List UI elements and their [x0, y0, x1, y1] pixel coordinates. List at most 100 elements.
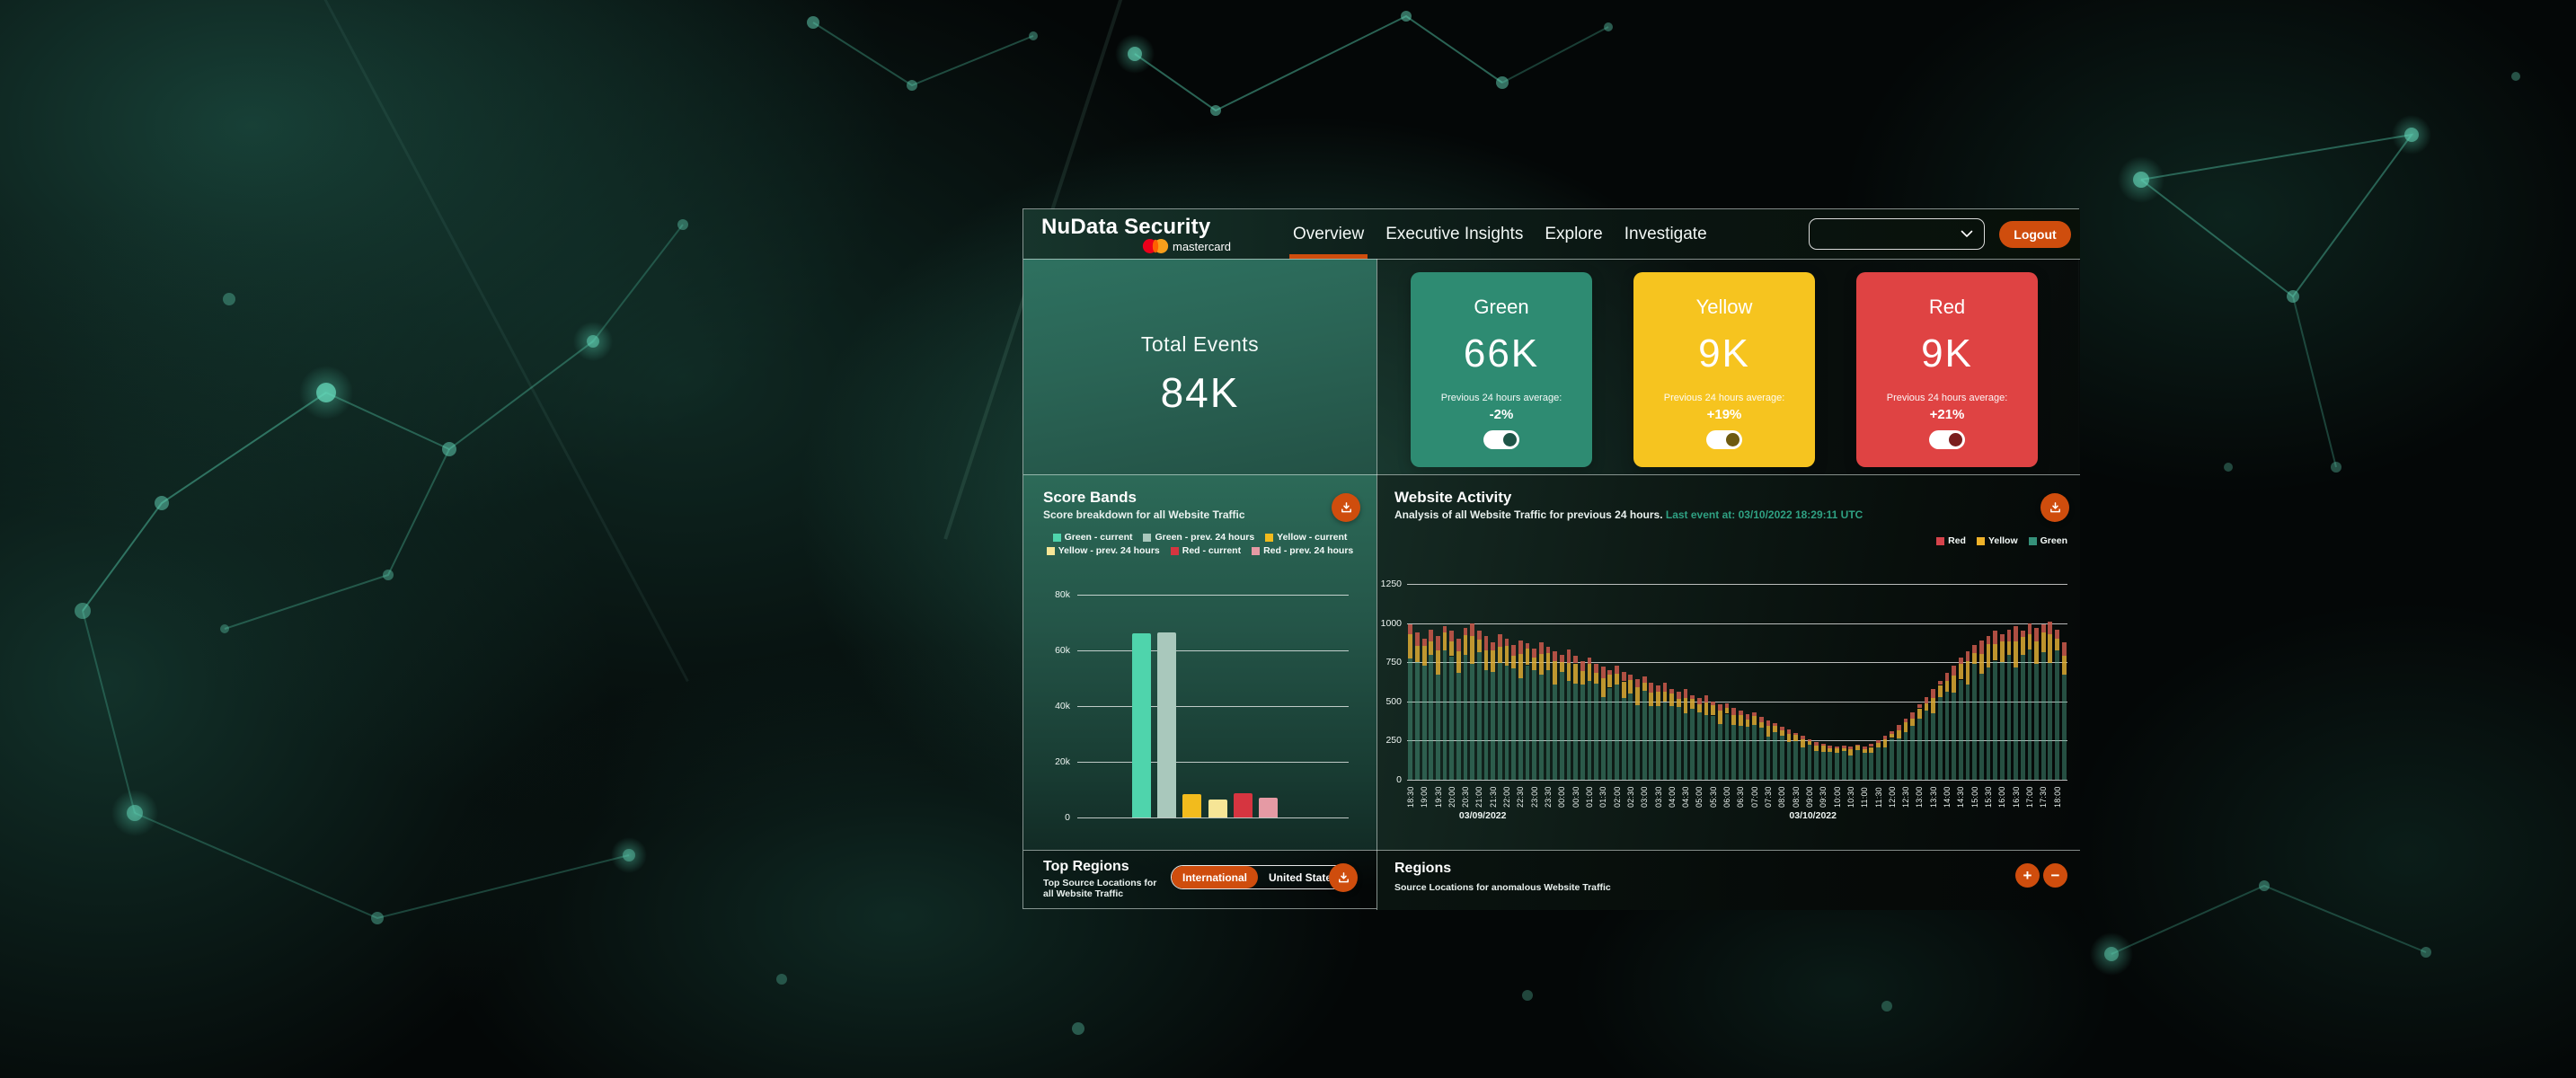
activity-bar-green — [1483, 670, 1489, 780]
card-toggle[interactable] — [1483, 430, 1519, 449]
card-toggle[interactable] — [1929, 430, 1965, 449]
activity-bar-green — [2006, 655, 2012, 780]
activity-bar-red — [1649, 682, 1654, 693]
gridline — [1407, 584, 2067, 585]
activity-bar-red — [1717, 704, 1722, 711]
activity-bar-green — [1958, 679, 1963, 780]
activity-bar-yellow — [1876, 742, 1881, 748]
activity-bar-yellow — [1594, 673, 1598, 684]
plus-icon: + — [2023, 866, 2032, 884]
region-toggle-international[interactable]: International — [1172, 866, 1259, 888]
activity-bar-green — [1773, 732, 1777, 780]
x-tick-label: 09:00 — [1804, 786, 1814, 808]
activity-bar-red — [1848, 746, 1854, 750]
header-dropdown[interactable] — [1809, 218, 1985, 250]
activity-bar-yellow — [1999, 641, 2005, 662]
activity-bar-green — [1944, 691, 1950, 780]
activity-bar-red — [1677, 692, 1681, 700]
activity-bar-yellow — [1477, 640, 1482, 652]
activity-bar-yellow — [1449, 641, 1455, 657]
activity-bar-green — [1553, 685, 1557, 780]
activity-bar-yellow — [1525, 649, 1530, 666]
nav-item-overview[interactable]: Overview — [1288, 209, 1368, 259]
app-title: NuData Security — [1041, 215, 1211, 239]
website-activity-download-button[interactable] — [2040, 493, 2069, 522]
activity-bar-red — [1993, 631, 1997, 645]
mastercard-circles-icon — [1142, 239, 1169, 253]
activity-bar-green — [1442, 650, 1447, 780]
x-tick-label: 04:30 — [1681, 786, 1691, 808]
score-bar-yellow-current — [1182, 794, 1202, 817]
activity-bar-red — [1690, 694, 1695, 699]
activity-bar-red — [1518, 640, 1523, 655]
nav-item-executive-insights[interactable]: Executive Insights — [1385, 224, 1524, 243]
y-tick-label: 1250 — [1380, 579, 1402, 589]
activity-bar-green — [1532, 670, 1537, 780]
activity-bar-green — [1449, 656, 1455, 780]
activity-bar-red — [1573, 656, 1578, 664]
legend-swatch — [1143, 533, 1152, 542]
activity-bar-green — [2055, 650, 2059, 780]
activity-bar-yellow — [1903, 722, 1908, 732]
activity-bar-red — [1538, 641, 1544, 655]
region-toggle-united-states[interactable]: United States — [1269, 870, 1338, 884]
activity-bar-green — [1917, 719, 1922, 780]
activity-bar-green — [2061, 675, 2067, 780]
gridline — [1077, 762, 1349, 763]
activity-bar-yellow — [1758, 721, 1764, 729]
x-tick-label: 08:00 — [1777, 786, 1787, 808]
mastercard-wordmark: mastercard — [1173, 239, 1232, 253]
activity-bar-green — [2034, 664, 2039, 780]
score-bands-panel: Score Bands Score breakdown for all Webs… — [1023, 474, 1377, 850]
card-value: 9K — [1698, 331, 1750, 376]
top-regions-download-button[interactable] — [1329, 863, 1358, 892]
activity-bar-green — [1807, 745, 1812, 780]
activity-bar-red — [1937, 681, 1943, 685]
legend-swatch — [1252, 546, 1261, 555]
card-value: 9K — [1921, 331, 1973, 376]
gridline — [1077, 706, 1349, 707]
activity-bar-green — [1504, 665, 1509, 780]
activity-bar-red — [1497, 633, 1502, 648]
x-tick-label: 14:30 — [1956, 786, 1966, 808]
activity-bar-red — [1477, 631, 1482, 641]
score-bands-title: Score Bands — [1043, 489, 1137, 506]
legend-row: Green - current Green - prev. 24 hours Yel… — [1052, 532, 1347, 543]
activity-bar-yellow — [1607, 674, 1613, 688]
legend-label: Green - current — [1064, 532, 1133, 543]
activity-bar-yellow — [1656, 691, 1660, 707]
logout-button[interactable]: Logout — [1999, 221, 2071, 248]
legend-item-green-prev-24-hours: Green - prev. 24 hours — [1143, 532, 1254, 543]
nav-item-explore[interactable]: Explore — [1545, 224, 1603, 243]
activity-bar-green — [2014, 667, 2018, 780]
last-event-timestamp: Last event at: 03/10/2022 18:29:11 UTC — [1665, 508, 1863, 521]
activity-bar-green — [1669, 706, 1675, 780]
activity-bar-green — [1518, 677, 1523, 780]
activity-bar-yellow — [1820, 746, 1826, 752]
activity-bar-green — [1835, 753, 1839, 780]
x-axis-date-label: 03/09/2022 — [1458, 810, 1507, 821]
activity-bar-green — [1910, 726, 1916, 780]
legend-row: Yellow - prev. 24 hours Red - current Red … — [1046, 545, 1353, 556]
card-toggle[interactable] — [1706, 430, 1742, 449]
activity-bar-red — [1704, 694, 1709, 703]
legend-swatch — [1936, 536, 1945, 545]
legend-item-red-current: Red - current — [1170, 545, 1241, 556]
activity-bar-red — [1683, 688, 1688, 698]
x-tick-label: 15:00 — [1970, 786, 1979, 808]
score-bar-yellow-prev-24-hours — [1208, 799, 1227, 817]
activity-bar-green — [1876, 747, 1881, 780]
activity-bar-yellow — [1483, 649, 1489, 671]
activity-bar-green — [1924, 711, 1929, 780]
map-zoom-in-button[interactable]: + — [2015, 863, 2040, 888]
activity-bar-red — [1876, 740, 1881, 743]
nav-item-investigate[interactable]: Investigate — [1624, 224, 1707, 243]
map-zoom-out-button[interactable]: − — [2043, 863, 2067, 888]
score-bands-download-button[interactable] — [1332, 493, 1360, 522]
x-tick-label: 22:00 — [1502, 786, 1511, 808]
gridline — [1407, 623, 2067, 624]
activity-bar-red — [1731, 707, 1737, 715]
legend-label: Yellow - prev. 24 hours — [1058, 545, 1160, 556]
activity-bar-red — [2027, 623, 2032, 634]
